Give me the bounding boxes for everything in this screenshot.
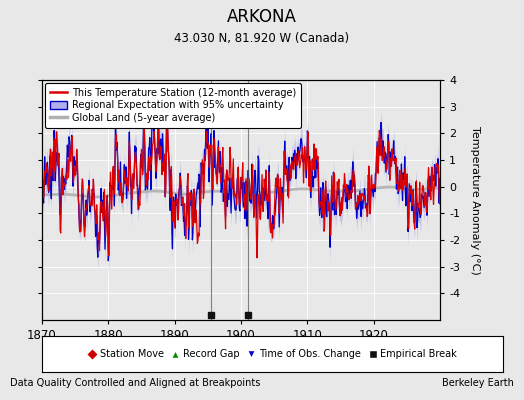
Legend: This Temperature Station (12-month average), Regional Expectation with 95% uncer: This Temperature Station (12-month avera…: [45, 83, 301, 128]
Y-axis label: Temperature Anomaly (°C): Temperature Anomaly (°C): [470, 126, 480, 274]
Text: ARKONA: ARKONA: [227, 8, 297, 26]
Text: Data Quality Controlled and Aligned at Breakpoints: Data Quality Controlled and Aligned at B…: [10, 378, 261, 388]
Text: Berkeley Earth: Berkeley Earth: [442, 378, 514, 388]
Text: 43.030 N, 81.920 W (Canada): 43.030 N, 81.920 W (Canada): [174, 32, 350, 45]
Legend: Station Move, Record Gap, Time of Obs. Change, Empirical Break: Station Move, Record Gap, Time of Obs. C…: [85, 346, 460, 362]
